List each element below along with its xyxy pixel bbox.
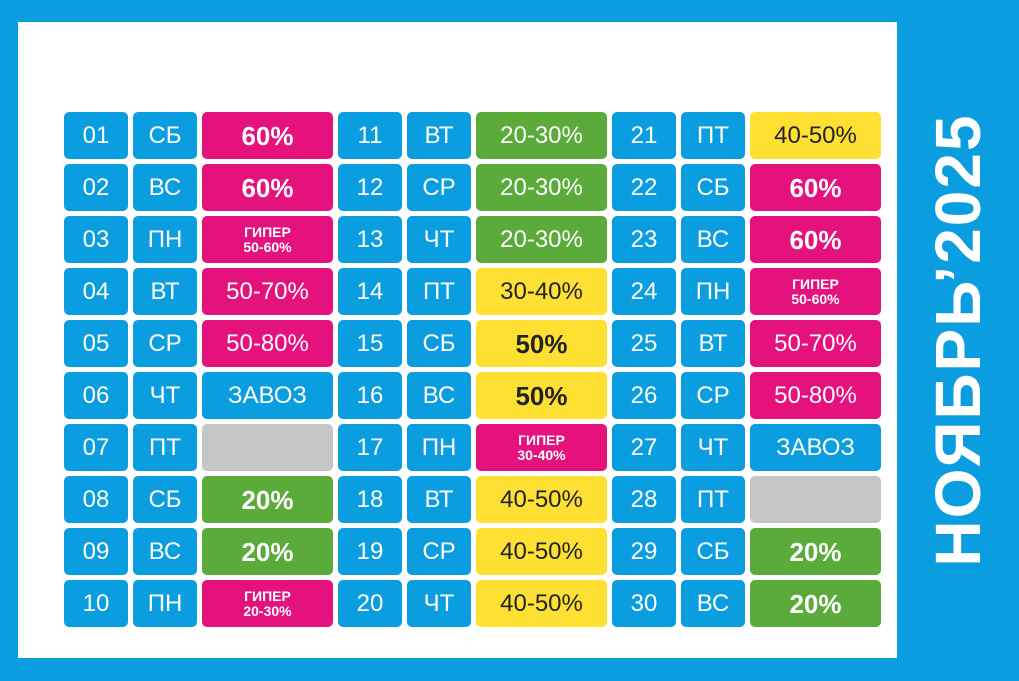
- day-discount: 20%: [202, 528, 333, 575]
- day-date: 13: [338, 216, 402, 263]
- day-discount-empty: [202, 424, 333, 471]
- day-discount: 20%: [750, 528, 881, 575]
- day-discount: 40-50%: [476, 580, 607, 627]
- day-weekday: ВС: [681, 580, 745, 627]
- day-discount-hyper: ГИПЕР 30-40%: [476, 424, 607, 471]
- day-weekday: СР: [133, 320, 197, 367]
- day-discount: 40-50%: [750, 112, 881, 159]
- day-date: 14: [338, 268, 402, 315]
- day-discount: 20-30%: [476, 216, 607, 263]
- day-date: 02: [64, 164, 128, 211]
- day-discount: 50%: [476, 372, 607, 419]
- day-date: 07: [64, 424, 128, 471]
- day-date: 15: [338, 320, 402, 367]
- day-discount: 60%: [750, 164, 881, 211]
- day-date: 04: [64, 268, 128, 315]
- day-weekday: ПТ: [407, 268, 471, 315]
- day-discount: 50-70%: [202, 268, 333, 315]
- day-date: 09: [64, 528, 128, 575]
- day-weekday: СБ: [681, 528, 745, 575]
- day-weekday: ПН: [407, 424, 471, 471]
- day-weekday: ПТ: [681, 112, 745, 159]
- day-weekday: ВС: [133, 528, 197, 575]
- day-discount: 50-80%: [750, 372, 881, 419]
- day-date: 16: [338, 372, 402, 419]
- discount-calendar-grid: 01 СБ 60% 11 ВТ 20-30% 21 ПТ 40-50% 02 ВС 60% 12 СР 20…: [64, 112, 881, 627]
- day-discount: ЗАВОЗ: [202, 372, 333, 419]
- day-weekday: СБ: [133, 476, 197, 523]
- day-discount-hyper: ГИПЕР 20-30%: [202, 580, 333, 627]
- day-discount: 20%: [202, 476, 333, 523]
- day-weekday: ВС: [133, 164, 197, 211]
- day-discount: 30-40%: [476, 268, 607, 315]
- day-weekday: ЧТ: [681, 424, 745, 471]
- day-date: 06: [64, 372, 128, 419]
- day-date: 22: [612, 164, 676, 211]
- day-date: 05: [64, 320, 128, 367]
- calendar-panel: 01 СБ 60% 11 ВТ 20-30% 21 ПТ 40-50% 02 ВС 60% 12 СР 20…: [18, 22, 897, 658]
- day-weekday: ПН: [133, 216, 197, 263]
- day-date: 21: [612, 112, 676, 159]
- day-date: 01: [64, 112, 128, 159]
- day-discount: 20%: [750, 580, 881, 627]
- day-discount: 60%: [202, 164, 333, 211]
- day-date: 30: [612, 580, 676, 627]
- day-discount: ЗАВОЗ: [750, 424, 881, 471]
- day-weekday: СБ: [133, 112, 197, 159]
- day-discount: 50-70%: [750, 320, 881, 367]
- day-weekday: ЧТ: [133, 372, 197, 419]
- day-weekday: ВТ: [133, 268, 197, 315]
- day-date: 24: [612, 268, 676, 315]
- day-date: 28: [612, 476, 676, 523]
- day-weekday: ПТ: [681, 476, 745, 523]
- day-weekday: ВТ: [407, 476, 471, 523]
- day-weekday: ЧТ: [407, 580, 471, 627]
- day-discount-empty: [750, 476, 881, 523]
- day-discount: 20-30%: [476, 164, 607, 211]
- day-date: 20: [338, 580, 402, 627]
- day-date: 26: [612, 372, 676, 419]
- day-date: 08: [64, 476, 128, 523]
- day-weekday: ВТ: [681, 320, 745, 367]
- day-discount: 20-30%: [476, 112, 607, 159]
- day-weekday: СР: [407, 528, 471, 575]
- day-discount: 50%: [476, 320, 607, 367]
- day-date: 27: [612, 424, 676, 471]
- day-discount: 50-80%: [202, 320, 333, 367]
- day-weekday: СР: [407, 164, 471, 211]
- day-discount: 40-50%: [476, 528, 607, 575]
- day-date: 19: [338, 528, 402, 575]
- day-discount-hyper: ГИПЕР 50-60%: [750, 268, 881, 315]
- day-date: 23: [612, 216, 676, 263]
- day-discount: 60%: [202, 112, 333, 159]
- day-date: 03: [64, 216, 128, 263]
- day-weekday: ВС: [407, 372, 471, 419]
- day-date: 10: [64, 580, 128, 627]
- day-weekday: СБ: [407, 320, 471, 367]
- day-weekday: СР: [681, 372, 745, 419]
- day-date: 25: [612, 320, 676, 367]
- day-weekday: ВТ: [407, 112, 471, 159]
- day-date: 11: [338, 112, 402, 159]
- day-weekday: ПТ: [133, 424, 197, 471]
- day-discount: 60%: [750, 216, 881, 263]
- day-date: 18: [338, 476, 402, 523]
- day-weekday: ЧТ: [407, 216, 471, 263]
- day-date: 17: [338, 424, 402, 471]
- day-discount-hyper: ГИПЕР 50-60%: [202, 216, 333, 263]
- day-weekday: ПН: [133, 580, 197, 627]
- day-weekday: ПН: [681, 268, 745, 315]
- day-weekday: ВС: [681, 216, 745, 263]
- day-discount: 40-50%: [476, 476, 607, 523]
- day-date: 12: [338, 164, 402, 211]
- month-title: НОЯБРЬ’2025: [922, 113, 994, 567]
- day-weekday: СБ: [681, 164, 745, 211]
- day-date: 29: [612, 528, 676, 575]
